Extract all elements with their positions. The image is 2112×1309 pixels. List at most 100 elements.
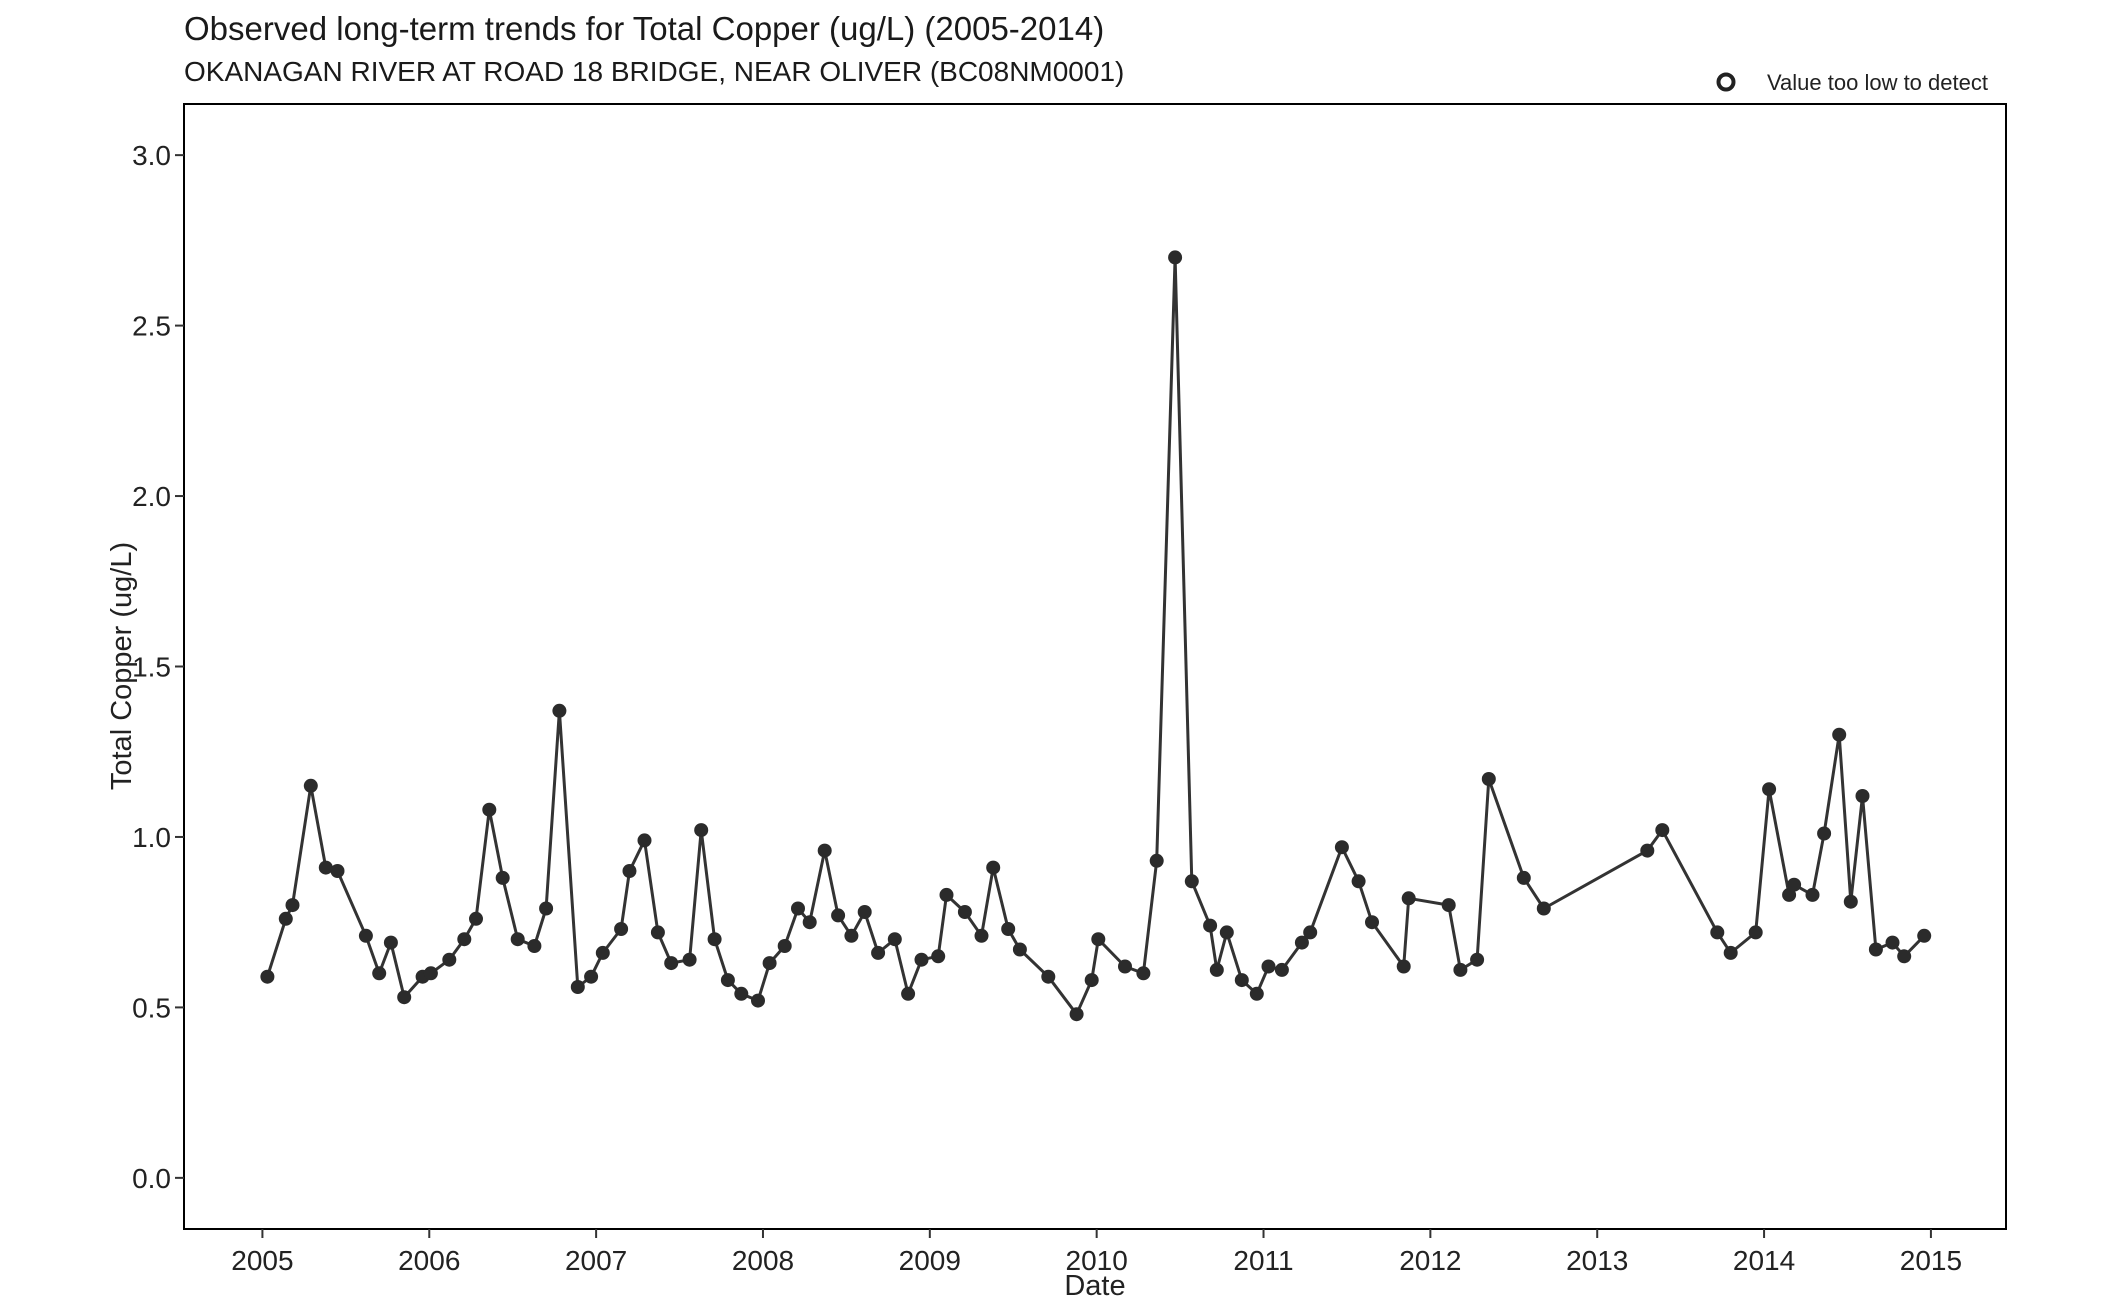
data-point bbox=[664, 956, 679, 971]
data-point bbox=[1168, 250, 1183, 265]
data-point bbox=[1184, 874, 1199, 889]
data-point bbox=[1748, 925, 1763, 940]
x-tick-label: 2013 bbox=[1566, 1245, 1628, 1276]
legend: Value too low to detect bbox=[1716, 70, 1988, 95]
data-point bbox=[707, 932, 722, 947]
data-series bbox=[260, 250, 1932, 1022]
data-point bbox=[1041, 969, 1056, 984]
data-point bbox=[552, 703, 567, 718]
data-point bbox=[1069, 1007, 1084, 1022]
data-point bbox=[372, 966, 387, 981]
data-point bbox=[1118, 959, 1132, 974]
data-point bbox=[510, 932, 525, 947]
data-point bbox=[1710, 925, 1725, 940]
data-point bbox=[1655, 823, 1670, 838]
data-point bbox=[482, 802, 497, 817]
x-tick-label: 2006 bbox=[398, 1245, 460, 1276]
data-point bbox=[1001, 922, 1016, 936]
data-point bbox=[914, 952, 929, 967]
data-point bbox=[957, 905, 972, 919]
y-tick-label: 1.5 bbox=[132, 652, 171, 683]
data-point bbox=[1149, 853, 1164, 868]
data-point bbox=[1303, 925, 1318, 940]
x-tick-label: 2011 bbox=[1233, 1245, 1293, 1276]
data-point bbox=[1843, 894, 1858, 909]
data-point bbox=[1261, 959, 1276, 974]
data-point bbox=[1091, 932, 1106, 947]
data-point bbox=[1012, 942, 1027, 957]
x-tick-label: 2014 bbox=[1733, 1245, 1795, 1276]
data-point bbox=[1249, 986, 1264, 1001]
data-point bbox=[1787, 877, 1802, 892]
data-point bbox=[817, 843, 832, 858]
data-point bbox=[1084, 973, 1099, 988]
data-point bbox=[637, 833, 652, 848]
data-point bbox=[802, 915, 817, 930]
data-point bbox=[1274, 962, 1289, 977]
data-point bbox=[1762, 782, 1777, 797]
x-axis: 2005 2006 2007 2008 2009 2010 2011 2012 2013 2014… bbox=[231, 1229, 1962, 1276]
data-point bbox=[1470, 952, 1485, 967]
chart-title: Observed long-term trends for Total Copp… bbox=[184, 10, 1104, 47]
data-point bbox=[791, 901, 805, 916]
data-point bbox=[1453, 962, 1468, 977]
x-tick-label: 2012 bbox=[1399, 1245, 1461, 1276]
data-point bbox=[1723, 945, 1738, 960]
data-point bbox=[1817, 826, 1832, 841]
y-tick-label: 3.0 bbox=[132, 140, 171, 171]
data-point bbox=[527, 939, 542, 953]
data-point bbox=[330, 864, 345, 878]
series-line bbox=[265, 255, 1926, 1016]
data-point bbox=[614, 922, 629, 936]
data-point bbox=[974, 928, 989, 943]
y-tick-label: 2.0 bbox=[132, 481, 171, 512]
data-point bbox=[539, 901, 554, 916]
y-tick-label: 2.5 bbox=[132, 311, 171, 342]
data-point bbox=[1536, 901, 1551, 916]
data-point bbox=[584, 969, 599, 984]
x-tick-label: 2015 bbox=[1900, 1245, 1962, 1276]
data-point bbox=[1209, 962, 1224, 977]
data-point bbox=[1640, 843, 1655, 858]
data-point bbox=[1219, 925, 1234, 940]
x-tick-label: 2005 bbox=[231, 1245, 293, 1276]
data-point bbox=[1441, 898, 1456, 913]
x-tick-label: 2008 bbox=[732, 1245, 794, 1276]
data-point bbox=[442, 952, 457, 967]
y-tick-label: 1.0 bbox=[132, 822, 171, 853]
legend-open-circle-marker bbox=[1716, 72, 1736, 92]
data-point bbox=[1516, 870, 1531, 885]
data-point bbox=[1481, 772, 1496, 786]
data-point bbox=[358, 928, 373, 943]
data-point bbox=[383, 935, 398, 950]
data-point bbox=[595, 945, 610, 960]
data-point bbox=[285, 898, 300, 913]
x-tick-label: 2010 bbox=[1066, 1245, 1128, 1276]
data-point bbox=[1234, 973, 1249, 988]
data-point bbox=[1351, 874, 1366, 889]
data-point bbox=[495, 870, 510, 885]
data-point bbox=[1396, 959, 1411, 974]
data-point bbox=[570, 980, 585, 994]
data-point bbox=[650, 925, 665, 940]
data-point bbox=[1136, 966, 1151, 981]
x-tick-label: 2007 bbox=[565, 1245, 627, 1276]
data-point bbox=[1917, 928, 1932, 943]
data-point bbox=[682, 952, 697, 967]
data-point bbox=[844, 928, 859, 943]
data-point bbox=[831, 908, 846, 923]
y-axis: 0.0 0.5 1.0 1.5 2.0 2.5 3.0 bbox=[132, 140, 184, 1194]
chart-subtitle: OKANAGAN RIVER AT ROAD 18 BRIDGE, NEAR O… bbox=[184, 56, 1124, 87]
data-point bbox=[1868, 942, 1883, 957]
data-point bbox=[1365, 915, 1379, 930]
y-tick-label: 0.5 bbox=[132, 992, 171, 1023]
data-point bbox=[1855, 789, 1870, 803]
y-tick-label: 0.0 bbox=[132, 1163, 171, 1194]
data-point bbox=[622, 864, 637, 878]
data-point bbox=[303, 778, 318, 793]
data-point bbox=[1294, 935, 1309, 950]
x-tick-label: 2009 bbox=[899, 1245, 961, 1276]
data-point bbox=[694, 823, 709, 838]
data-point bbox=[1203, 918, 1218, 933]
